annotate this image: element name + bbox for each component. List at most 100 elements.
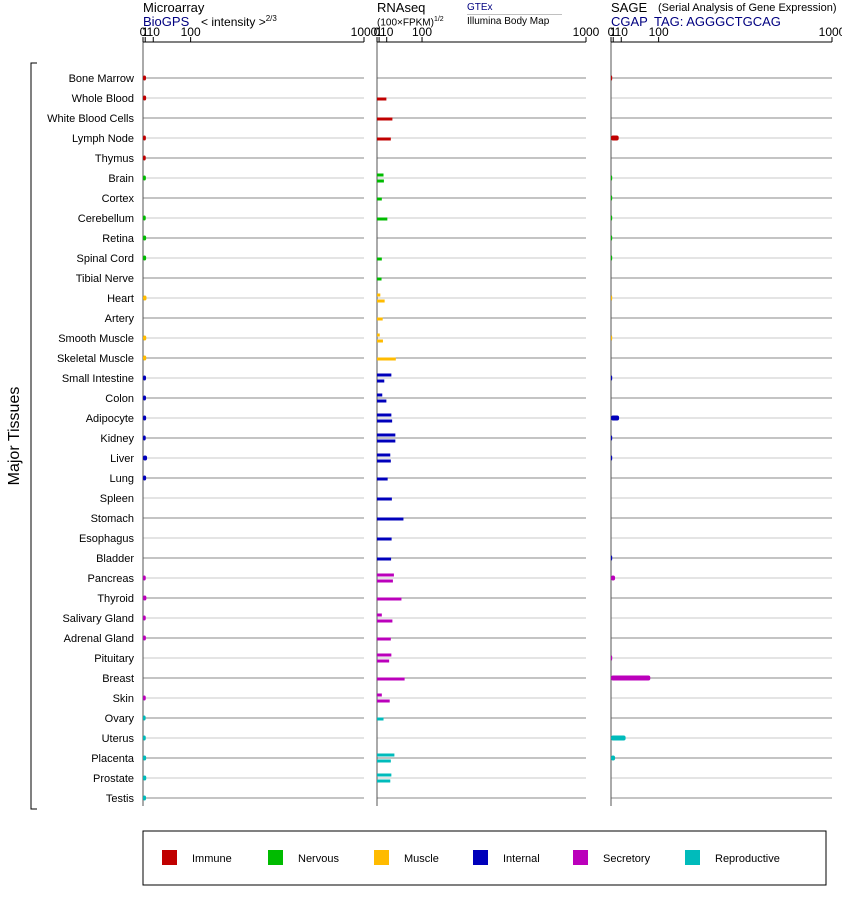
legend-swatch <box>374 850 389 865</box>
expression-bar <box>143 575 146 581</box>
expression-bar <box>377 277 382 281</box>
expression-bar <box>377 717 384 721</box>
axis-tick-label: 1000 <box>573 25 600 39</box>
rnaseq-scale-label: (100×FPKM)1/2 <box>377 16 444 29</box>
expression-bar <box>377 619 393 623</box>
tissue-label: Stomach <box>91 513 134 525</box>
expression-bar <box>377 597 402 601</box>
expression-bar <box>377 413 392 417</box>
illumina-source-label: Illumina Body Map <box>467 16 550 27</box>
row-gridlines <box>143 77 832 799</box>
expression-bar <box>611 455 613 461</box>
expression-bar <box>611 755 616 761</box>
expression-bar <box>611 175 613 181</box>
expression-bar <box>377 573 394 577</box>
tissue-label: Prostate <box>93 773 134 785</box>
axis-tick-label: 1 <box>142 25 149 39</box>
expression-bar <box>377 137 391 141</box>
tissue-label: Uterus <box>102 733 135 745</box>
expression-bar <box>377 693 382 697</box>
tissue-label: Bone Marrow <box>69 73 134 85</box>
expression-bar <box>377 779 391 783</box>
legend-label: Muscle <box>404 853 439 865</box>
tissue-label: Breast <box>102 673 134 685</box>
sage-subtitle: (Serial Analysis of Gene Expression) <box>658 2 837 14</box>
expression-bar <box>377 333 380 337</box>
expression-bar <box>377 537 392 541</box>
tissue-label: Adrenal Gland <box>64 633 134 645</box>
gtex-source-link[interactable]: GTEx <box>467 2 493 13</box>
expression-bar <box>143 155 146 161</box>
expression-bar <box>377 357 396 361</box>
expression-bar <box>611 555 613 561</box>
expression-bar <box>377 179 384 183</box>
y-axis-label: Major Tissues <box>6 387 23 486</box>
tissue-label: Retina <box>102 233 135 245</box>
tissue-label: Whole Blood <box>72 93 134 105</box>
tissue-label: Pituitary <box>94 653 134 665</box>
axis-tick-label: 1000 <box>819 25 842 39</box>
tissue-label: Cortex <box>102 193 135 205</box>
expression-bar <box>143 375 147 381</box>
expression-bar <box>143 795 147 801</box>
sage-tag-link[interactable]: TAG: AGGGCTGCAG <box>654 14 781 29</box>
expression-bar <box>377 773 392 777</box>
expression-bar <box>377 373 392 377</box>
tissue-label: Placenta <box>91 753 135 765</box>
expression-bar <box>377 399 387 403</box>
legend-swatch <box>268 850 283 865</box>
expression-bar <box>611 235 613 241</box>
expression-bar <box>611 575 616 581</box>
tissue-label: Smooth Muscle <box>58 333 134 345</box>
axis-tick-label: 1 <box>376 25 383 39</box>
legend-swatch <box>573 850 588 865</box>
tissue-label: White Blood Cells <box>47 113 134 125</box>
expression-bar <box>377 117 393 121</box>
expression-bar <box>611 435 613 441</box>
expression-bar <box>611 415 620 421</box>
expression-bar <box>611 255 613 261</box>
expression-bar <box>377 759 391 763</box>
expression-bar <box>377 97 387 101</box>
expression-bar <box>143 735 146 741</box>
expression-bar <box>377 379 385 383</box>
tissue-label: Liver <box>110 453 134 465</box>
expression-bar <box>377 459 391 463</box>
tissue-label: Spinal Cord <box>77 253 134 265</box>
expression-bar <box>377 557 392 561</box>
axis-tick-label: 0 <box>608 25 615 39</box>
rnaseq-source-divider <box>467 14 562 15</box>
expression-bar <box>377 653 392 657</box>
expression-bar <box>143 435 146 441</box>
tissue-label: Ovary <box>105 713 135 725</box>
expression-bar <box>377 439 396 443</box>
tissue-label: Esophagus <box>79 533 135 545</box>
microarray-source-link[interactable]: BioGPS <box>143 14 190 29</box>
expression-bar <box>611 375 613 381</box>
tissue-label: Skin <box>113 693 134 705</box>
tissue-label: Small Intestine <box>62 373 134 385</box>
expression-bar <box>377 517 404 521</box>
legend-label: Internal <box>503 853 540 865</box>
expression-bar <box>143 755 147 761</box>
expression-bar <box>143 475 147 481</box>
sage-title: SAGE <box>611 0 648 15</box>
legend-swatch <box>473 850 488 865</box>
expression-bar <box>143 635 146 641</box>
microarray-title: Microarray <box>143 0 205 15</box>
expression-bar <box>143 395 147 401</box>
expression-bar <box>377 257 382 261</box>
expression-bar <box>143 455 148 461</box>
axis-tick-label: 100 <box>412 25 432 39</box>
expression-bar <box>611 655 613 661</box>
expression-bar <box>143 715 146 721</box>
expression-bar <box>143 355 147 361</box>
tissue-label: Heart <box>107 293 134 305</box>
sage-source-link[interactable]: CGAP <box>611 14 648 29</box>
legend-label: Nervous <box>298 853 339 865</box>
tissue-bracket <box>30 62 37 810</box>
axis-tick-label: 10 <box>615 25 629 39</box>
microarray-scale-label: < intensity >2/3 <box>201 14 277 29</box>
